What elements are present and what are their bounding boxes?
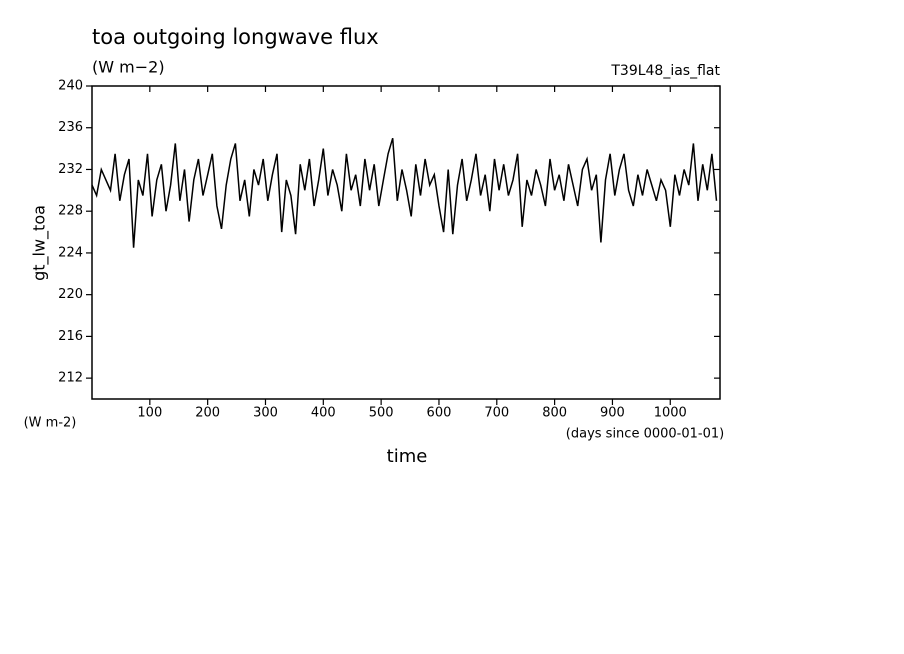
x-tick-label: 700: [484, 406, 509, 421]
chart-title: toa outgoing longwave flux: [92, 25, 379, 49]
data-line: [91, 137, 718, 248]
y-tick-label: 216: [58, 329, 83, 344]
y-axis-label: gt_lw_toa: [30, 205, 50, 281]
x-tick-label: 600: [427, 406, 452, 421]
y-tick-label: 212: [58, 371, 83, 386]
x-tick-label: 100: [137, 406, 162, 421]
x-axis-label: time: [387, 446, 428, 467]
y-tick-label: 224: [58, 245, 83, 260]
y-tick-label: 236: [58, 120, 83, 135]
y-tick-label: 220: [58, 287, 83, 302]
x-tick-label: 300: [253, 406, 278, 421]
x-tick-label: 500: [369, 406, 394, 421]
annotation: T39L48_ias_flat: [610, 63, 720, 79]
plot-frame: [91, 85, 721, 400]
x-tick-label: 800: [542, 406, 567, 421]
x-tick-label: 900: [600, 406, 625, 421]
y-tick-label: 228: [58, 204, 83, 219]
x-tick-label: 1000: [654, 406, 687, 421]
chart-subtitle: (W m−2): [92, 58, 165, 77]
y-tick-label: 232: [58, 162, 83, 177]
x-units: (days since 0000-01-01): [566, 427, 724, 442]
y-tick-label: 240: [58, 79, 83, 94]
x-tick-label: 400: [311, 406, 336, 421]
x-tick-label: 200: [195, 406, 220, 421]
y-units: (W m-2): [24, 416, 77, 431]
